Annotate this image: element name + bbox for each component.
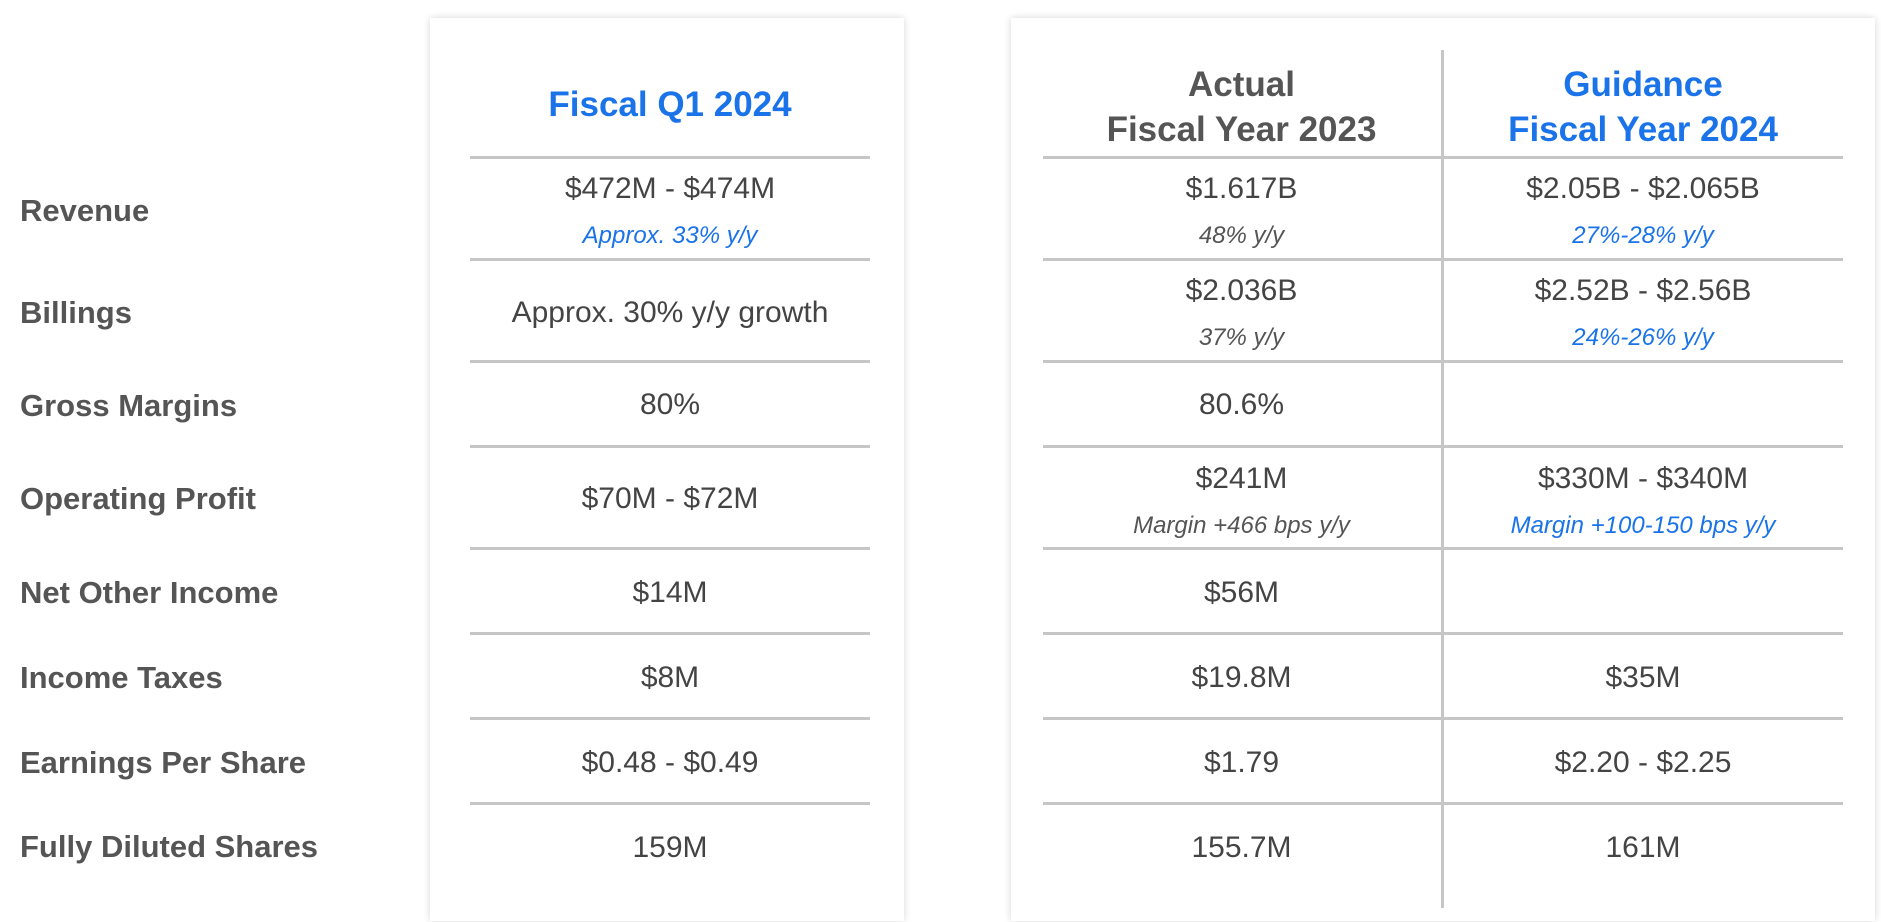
- fy-divider: [1043, 547, 1843, 550]
- guidance-fy2024-header-line1: Guidance: [1563, 65, 1723, 104]
- guidance-revenue-note: 27%-28% y/y: [1572, 222, 1714, 249]
- actual-gross-margins: 80.6%: [1198, 388, 1285, 421]
- actual-billings: $2.036B: [1185, 274, 1298, 307]
- actual-income-taxes: $19.8M: [1191, 661, 1292, 694]
- actual-revenue: $1.617B: [1185, 172, 1298, 205]
- row-label-revenue: Revenue: [20, 193, 150, 228]
- q1-billings: Approx. 30% y/y growth: [511, 296, 829, 329]
- q1-divider: [470, 156, 870, 159]
- actual-operating-profit: $241M: [1195, 462, 1288, 495]
- guidance-income-taxes: $35M: [1605, 661, 1681, 694]
- q1-header: Fiscal Q1 2024: [548, 85, 792, 124]
- fy-divider: [1043, 632, 1843, 635]
- q1-income-taxes: $8M: [640, 661, 700, 694]
- guidance-operating-profit: $330M - $340M: [1537, 462, 1749, 495]
- actual-billings-note: 37% y/y: [1198, 324, 1285, 351]
- guidance-eps: $2.20 - $2.25: [1554, 746, 1732, 779]
- fy-divider: [1043, 360, 1843, 363]
- fy-divider: [1043, 717, 1843, 720]
- q1-gross-margins: 80%: [639, 388, 701, 421]
- fiscal-year-card: Actual Fiscal Year 2023 Guidance Fiscal …: [1011, 18, 1875, 921]
- guidance-fy2024-header-line2: Fiscal Year 2024: [1508, 110, 1778, 149]
- row-label-gross-margins: Gross Margins: [20, 388, 238, 423]
- q1-divider: [470, 802, 870, 805]
- actual-revenue-note: 48% y/y: [1198, 222, 1285, 249]
- row-label-billings: Billings: [20, 295, 132, 330]
- row-label-net-other-income: Net Other Income: [20, 575, 279, 610]
- q1-divider: [470, 632, 870, 635]
- q1-divider: [470, 258, 870, 261]
- column-separator: [1441, 50, 1444, 908]
- guidance-billings: $2.52B - $2.56B: [1534, 274, 1752, 307]
- q1-revenue-note: Approx. 33% y/y: [582, 222, 758, 249]
- q1-divider: [470, 547, 870, 550]
- guidance-fy2024-header: Guidance Fiscal Year 2024: [1443, 62, 1843, 152]
- fiscal-q1-card: Fiscal Q1 2024 $472M - $474M Approx. 33%…: [430, 18, 904, 921]
- row-label-diluted-shares: Fully Diluted Shares: [20, 829, 319, 864]
- q1-operating-profit: $70M - $72M: [581, 482, 759, 515]
- q1-divider: [470, 445, 870, 448]
- actual-fy2023-header: Actual Fiscal Year 2023: [1043, 62, 1440, 152]
- q1-divider: [470, 717, 870, 720]
- row-label-income-taxes: Income Taxes: [20, 660, 223, 695]
- row-label-eps: Earnings Per Share: [20, 745, 307, 780]
- actual-diluted-shares: 155.7M: [1191, 831, 1292, 864]
- guidance-operating-profit-note: Margin +100-150 bps y/y: [1510, 512, 1776, 539]
- row-label-operating-profit: Operating Profit: [20, 481, 256, 516]
- q1-net-other-income: $14M: [632, 576, 708, 609]
- actual-net-other-income: $56M: [1203, 576, 1280, 609]
- guidance-billings-note: 24%-26% y/y: [1572, 324, 1714, 351]
- guidance-revenue: $2.05B - $2.065B: [1526, 172, 1760, 205]
- actual-fy2023-header-line1: Actual: [1188, 65, 1295, 104]
- fy-divider: [1043, 258, 1843, 261]
- fy-divider: [1043, 802, 1843, 805]
- q1-diluted-shares: 159M: [632, 831, 708, 864]
- actual-eps: $1.79: [1203, 746, 1280, 779]
- q1-divider: [470, 360, 870, 363]
- q1-eps: $0.48 - $0.49: [581, 746, 759, 779]
- actual-fy2023-header-line2: Fiscal Year 2023: [1106, 110, 1377, 149]
- fy-divider: [1043, 445, 1843, 448]
- guidance-diluted-shares: 161M: [1605, 831, 1681, 864]
- q1-revenue: $472M - $474M: [564, 172, 776, 205]
- fy-divider: [1043, 156, 1843, 159]
- actual-operating-profit-note: Margin +466 bps y/y: [1133, 512, 1350, 539]
